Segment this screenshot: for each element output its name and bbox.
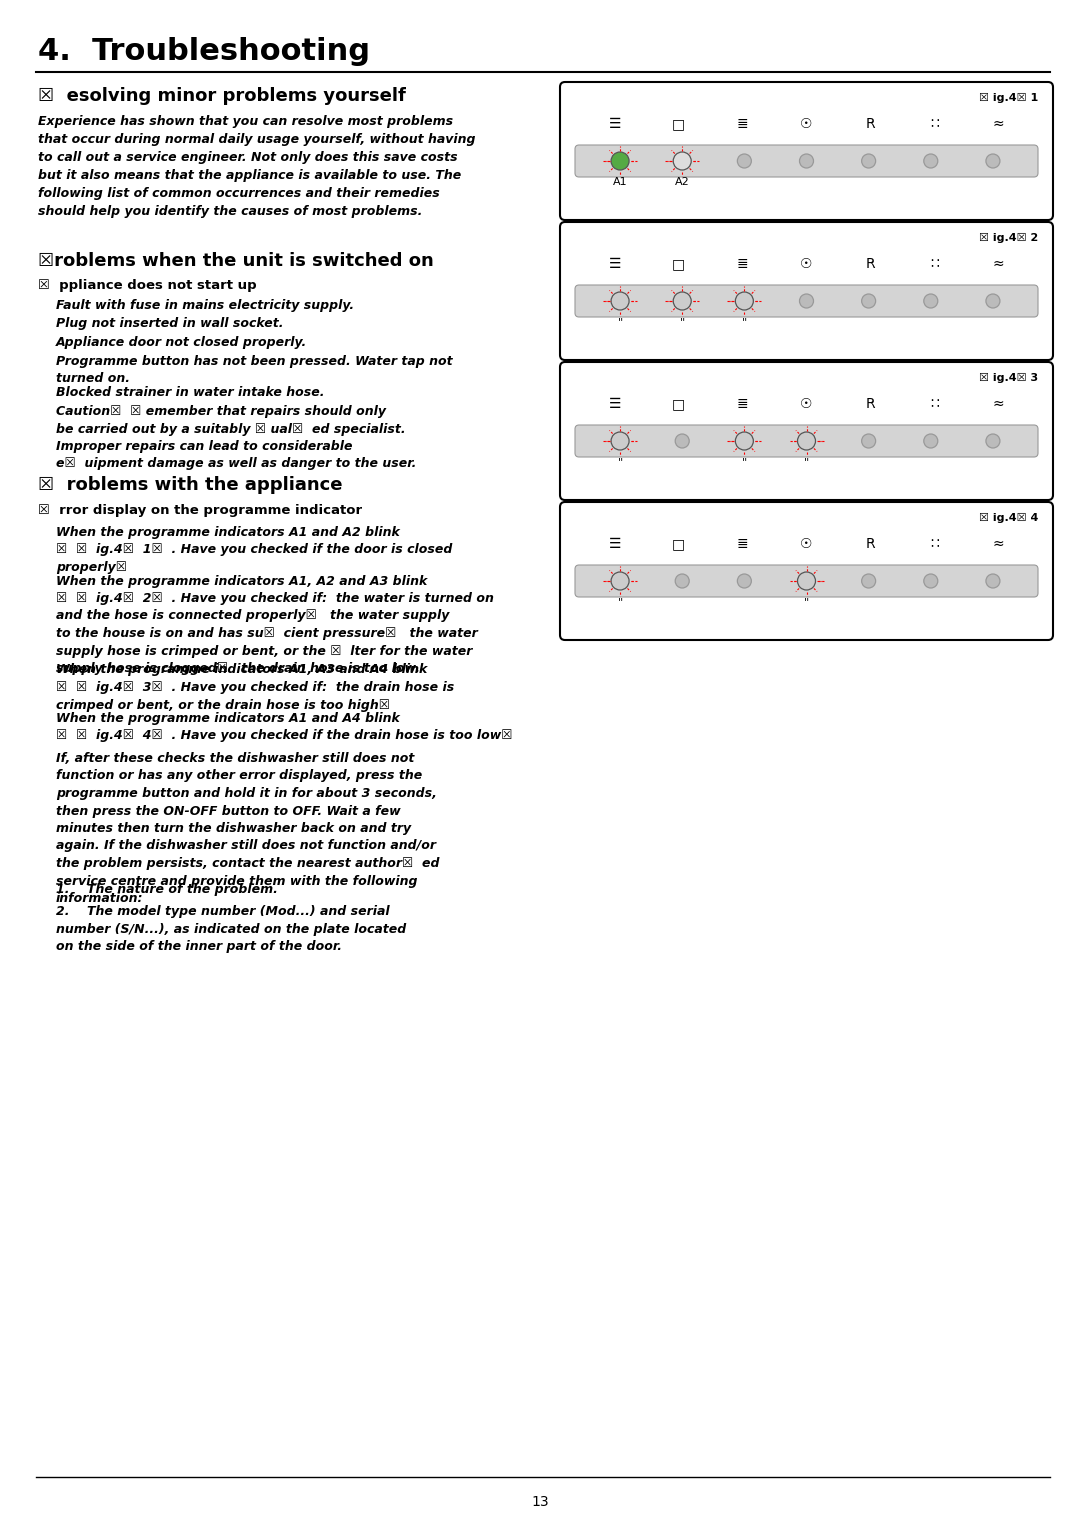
Text: ☒  rror display on the programme indicator: ☒ rror display on the programme indicato… xyxy=(38,504,362,518)
Text: ": " xyxy=(742,318,747,327)
Text: ≣: ≣ xyxy=(737,538,748,551)
Text: ☒ ig.4☒ 2: ☒ ig.4☒ 2 xyxy=(978,234,1038,243)
Text: ☰: ☰ xyxy=(609,397,621,411)
Circle shape xyxy=(611,153,629,169)
Circle shape xyxy=(923,295,937,308)
Circle shape xyxy=(735,292,754,310)
Text: ∷: ∷ xyxy=(930,118,939,131)
Text: ☒ ig.4☒ 1: ☒ ig.4☒ 1 xyxy=(978,93,1038,102)
Circle shape xyxy=(986,154,1000,168)
Text: ☒ ig.4☒ 3: ☒ ig.4☒ 3 xyxy=(978,373,1038,383)
Text: R: R xyxy=(865,118,875,131)
Text: A2: A2 xyxy=(675,177,690,186)
Circle shape xyxy=(799,154,813,168)
Text: ☰: ☰ xyxy=(609,257,621,270)
FancyBboxPatch shape xyxy=(561,221,1053,360)
Text: ☒  esolving minor problems yourself: ☒ esolving minor problems yourself xyxy=(38,87,406,105)
Text: Blocked strainer in water intake hose.: Blocked strainer in water intake hose. xyxy=(56,386,324,400)
Circle shape xyxy=(611,432,629,450)
Circle shape xyxy=(675,574,689,588)
Circle shape xyxy=(611,292,629,310)
FancyBboxPatch shape xyxy=(575,565,1038,597)
Text: ": " xyxy=(804,457,809,467)
Circle shape xyxy=(799,295,813,308)
Text: ☉: ☉ xyxy=(800,118,813,131)
Text: When the programme indicators A1 and A2 blink
☒  ☒  ig.4☒  1☒  . Have you checke: When the programme indicators A1 and A2 … xyxy=(56,525,453,574)
Text: ☒ ig.4☒ 4: ☒ ig.4☒ 4 xyxy=(978,513,1038,524)
Text: □: □ xyxy=(672,257,686,270)
Text: ☒roblems when the unit is switched on: ☒roblems when the unit is switched on xyxy=(38,252,434,270)
Circle shape xyxy=(986,434,1000,447)
Text: A1: A1 xyxy=(612,177,627,186)
Text: ☰: ☰ xyxy=(609,118,621,131)
Text: ≈: ≈ xyxy=(993,538,1004,551)
Text: ": " xyxy=(618,457,623,467)
Circle shape xyxy=(735,432,754,450)
Text: ≈: ≈ xyxy=(993,118,1004,131)
Circle shape xyxy=(862,434,876,447)
Circle shape xyxy=(797,573,815,589)
Text: ": " xyxy=(804,597,809,608)
Text: Appliance door not closed properly.: Appliance door not closed properly. xyxy=(56,336,307,350)
Circle shape xyxy=(673,153,691,169)
Text: R: R xyxy=(865,257,875,270)
Text: Programme button has not been pressed. Water tap not
turned on.: Programme button has not been pressed. W… xyxy=(56,354,453,385)
Text: ☒  roblems with the appliance: ☒ roblems with the appliance xyxy=(38,476,342,495)
Circle shape xyxy=(923,154,937,168)
Circle shape xyxy=(923,434,937,447)
Text: ☉: ☉ xyxy=(800,538,813,551)
Text: ∷: ∷ xyxy=(930,538,939,551)
Circle shape xyxy=(923,574,937,588)
Text: Caution☒  ☒ emember that repairs should only
be carried out by a suitably ☒ ual☒: Caution☒ ☒ emember that repairs should o… xyxy=(56,405,417,470)
Circle shape xyxy=(797,432,815,450)
FancyBboxPatch shape xyxy=(575,425,1038,457)
Text: When the programme indicators A1, A2 and A3 blink
☒  ☒  ig.4☒  2☒  . Have you ch: When the programme indicators A1, A2 and… xyxy=(56,574,494,675)
Circle shape xyxy=(673,292,691,310)
Circle shape xyxy=(738,574,752,588)
Text: 1.    The nature of the problem.: 1. The nature of the problem. xyxy=(56,884,278,896)
Text: ≣: ≣ xyxy=(737,118,748,131)
Text: ∷: ∷ xyxy=(930,257,939,270)
Circle shape xyxy=(862,154,876,168)
Text: ": " xyxy=(742,457,747,467)
Circle shape xyxy=(986,295,1000,308)
Text: 4.  Troubleshooting: 4. Troubleshooting xyxy=(38,37,370,66)
Text: ≈: ≈ xyxy=(993,257,1004,270)
Text: 2.    The model type number (Mod...) and serial
number (S/N...), as indicated on: 2. The model type number (Mod...) and se… xyxy=(56,906,406,953)
Text: ☉: ☉ xyxy=(800,257,813,270)
Text: ☉: ☉ xyxy=(800,397,813,411)
FancyBboxPatch shape xyxy=(561,82,1053,220)
FancyBboxPatch shape xyxy=(561,362,1053,499)
Text: ≣: ≣ xyxy=(737,397,748,411)
Text: ☒  ppliance does not start up: ☒ ppliance does not start up xyxy=(38,279,257,292)
Text: □: □ xyxy=(672,118,686,131)
Text: Experience has shown that you can resolve most problems
that occur during normal: Experience has shown that you can resolv… xyxy=(38,115,475,218)
Text: ≈: ≈ xyxy=(993,397,1004,411)
Text: Fault with fuse in mains electricity supply.: Fault with fuse in mains electricity sup… xyxy=(56,299,354,312)
FancyBboxPatch shape xyxy=(561,502,1053,640)
Text: R: R xyxy=(865,538,875,551)
Text: □: □ xyxy=(672,397,686,411)
Circle shape xyxy=(738,154,752,168)
Text: ": " xyxy=(618,318,623,327)
Text: □: □ xyxy=(672,538,686,551)
FancyBboxPatch shape xyxy=(575,286,1038,318)
Circle shape xyxy=(675,434,689,447)
Text: ≣: ≣ xyxy=(737,257,748,270)
Circle shape xyxy=(862,295,876,308)
Text: Plug not inserted in wall socket.: Plug not inserted in wall socket. xyxy=(56,318,283,330)
Text: 13: 13 xyxy=(531,1495,549,1509)
Text: When the programme indicators A1, A3 and A4 blink
☒  ☒  ig.4☒  3☒  . Have you ch: When the programme indicators A1, A3 and… xyxy=(56,664,455,712)
Circle shape xyxy=(862,574,876,588)
Text: R: R xyxy=(865,397,875,411)
Circle shape xyxy=(611,573,629,589)
Text: When the programme indicators A1 and A4 blink
☒  ☒  ig.4☒  4☒  . Have you checke: When the programme indicators A1 and A4 … xyxy=(56,712,513,742)
Text: ": " xyxy=(618,597,623,608)
FancyBboxPatch shape xyxy=(575,145,1038,177)
Text: If, after these checks the dishwasher still does not
function or has any other e: If, after these checks the dishwasher st… xyxy=(56,751,440,906)
Text: ": " xyxy=(679,318,685,327)
Text: ☰: ☰ xyxy=(609,538,621,551)
Circle shape xyxy=(986,574,1000,588)
Text: ∷: ∷ xyxy=(930,397,939,411)
